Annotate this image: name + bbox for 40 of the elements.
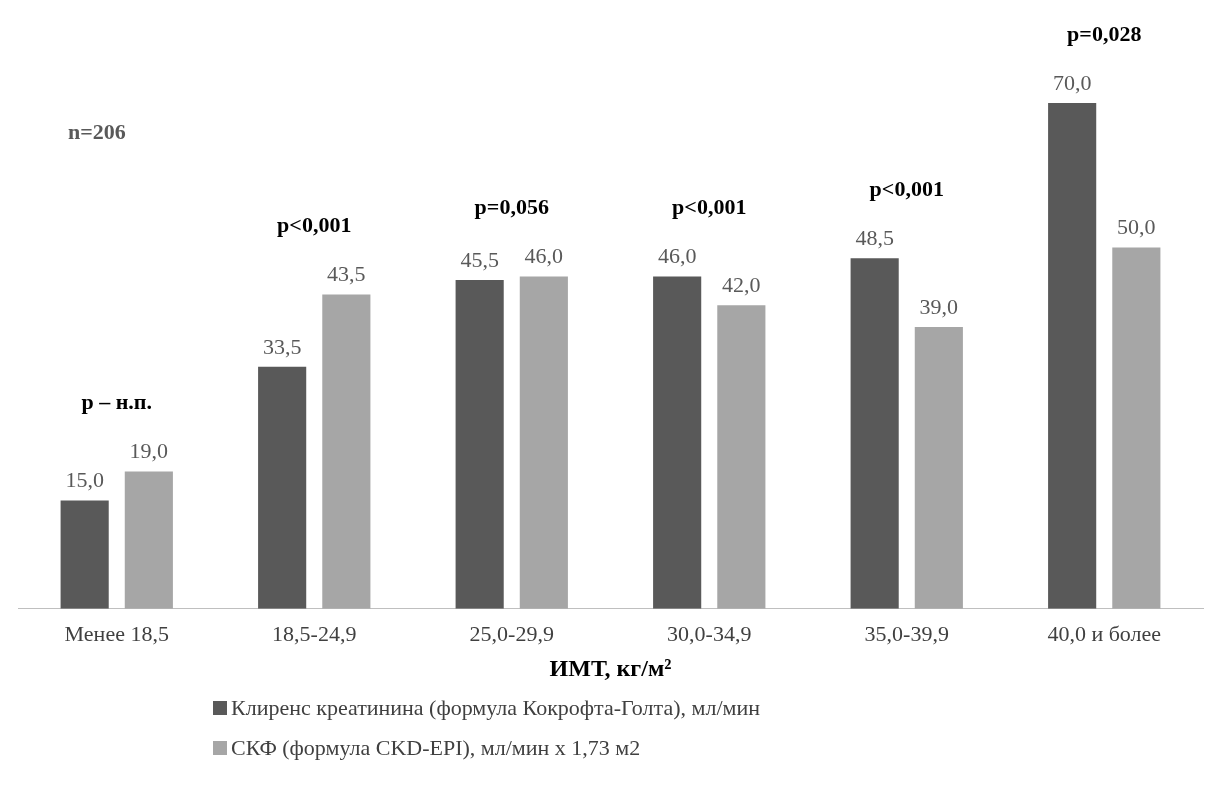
annotation: n=206 xyxy=(68,118,126,144)
data-label: 45,5 xyxy=(460,246,499,272)
x-tick-label: 35,0-39,9 xyxy=(864,620,949,646)
annotation: p<0,001 xyxy=(672,194,747,220)
data-label: 50,0 xyxy=(1117,214,1156,240)
bar xyxy=(322,294,371,609)
x-tick-label: Менее 18,5 xyxy=(64,620,169,646)
annotation: p=0,056 xyxy=(474,194,549,220)
data-label: 46,0 xyxy=(524,243,564,269)
bar xyxy=(124,471,173,609)
x-tick-label: 30,0-34,9 xyxy=(667,620,752,646)
annotation: p<0,001 xyxy=(277,212,352,238)
data-label: 33,5 xyxy=(262,333,302,359)
legend-label: СКФ (формула CKD-EPI), мл/мин х 1,73 м2 xyxy=(231,735,641,761)
bar xyxy=(850,258,899,609)
data-label: 70,0 xyxy=(1052,69,1092,95)
x-tick-label: 40,0 и более xyxy=(1047,620,1162,646)
data-label: 39,0 xyxy=(919,293,959,319)
bar xyxy=(455,280,504,609)
bar xyxy=(717,305,766,609)
bar xyxy=(1048,103,1097,609)
x-tick-label: 18,5-24,9 xyxy=(272,620,357,646)
bar xyxy=(914,327,963,609)
bar xyxy=(519,276,568,609)
annotation: p<0,001 xyxy=(869,176,944,202)
data-label: 46,0 xyxy=(657,243,697,269)
legend-label: Клиренс креатинина (формула Кокрофта-Голта), мл/мин xyxy=(231,695,760,721)
annotation: p – н.п. xyxy=(81,389,153,415)
text: p=0,028 xyxy=(1067,20,1142,46)
bar xyxy=(258,366,307,609)
bar xyxy=(60,500,109,609)
data-label: 15,0 xyxy=(65,467,104,493)
bar xyxy=(1112,247,1161,609)
data-label: 43,5 xyxy=(327,261,366,287)
data-label: 48,5 xyxy=(855,225,894,251)
bar xyxy=(653,276,702,609)
data-label: 42,0 xyxy=(722,272,761,298)
x-axis-title: ИМТ, кг/м² xyxy=(549,654,672,681)
data-label: 19,0 xyxy=(129,438,169,464)
x-tick-label: 25,0-29,9 xyxy=(469,620,554,646)
